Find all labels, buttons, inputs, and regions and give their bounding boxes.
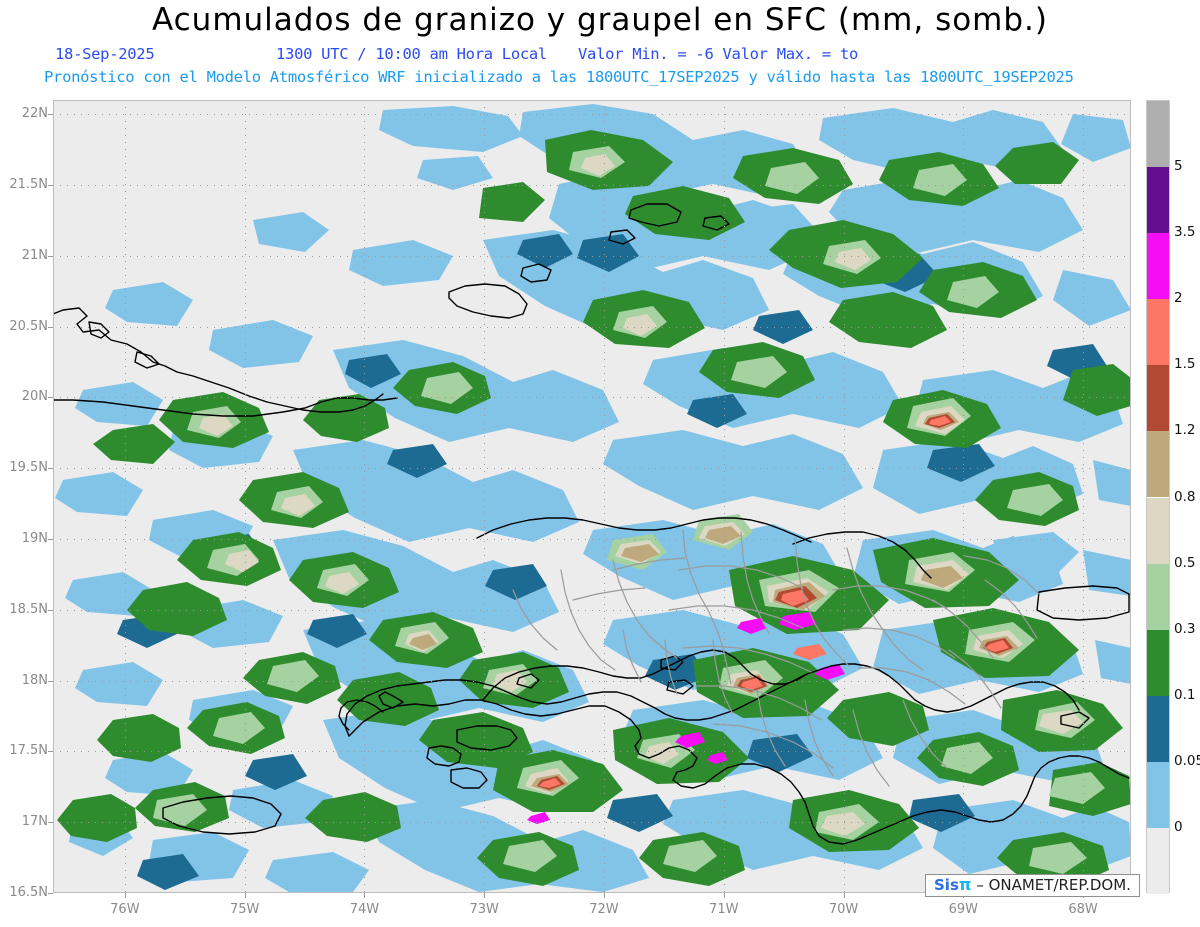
x-axis-tick-label: 76W xyxy=(110,902,140,917)
colorbar-band[interactable] xyxy=(1147,695,1169,762)
gridline-vertical xyxy=(244,100,246,893)
y-axis-tick-mark xyxy=(48,538,53,540)
colorbar-tick-label: 1.2 xyxy=(1174,422,1196,439)
province-boundary-layer xyxy=(512,529,1040,787)
colorbar-band[interactable] xyxy=(1147,299,1169,366)
colorbar-tick-label: 2 xyxy=(1174,290,1183,307)
shade-band-2-35 xyxy=(527,612,845,824)
colorbar[interactable] xyxy=(1146,100,1170,894)
y-axis-tick-label: 16.5N xyxy=(9,885,48,900)
map-plot-area xyxy=(53,100,1131,893)
y-axis-tick-label: 17.5N xyxy=(9,743,48,759)
gridline-vertical xyxy=(124,100,126,893)
x-axis-tick-mark xyxy=(603,893,605,898)
x-axis-tick-label: 74W xyxy=(349,902,380,917)
y-axis-tick-mark xyxy=(48,184,53,186)
x-axis-tick-label: 75W xyxy=(229,902,260,917)
subtitle-min-max: Valor Min. = -6 Valor Max. = to xyxy=(578,45,858,63)
gridline-horizontal xyxy=(53,822,1131,824)
gridline-horizontal xyxy=(53,680,1131,682)
colorbar-band[interactable] xyxy=(1147,827,1169,894)
y-axis-tick-label: 20.5N xyxy=(9,318,48,334)
attribution-agency: – ONAMET/REP.DOM. xyxy=(976,876,1131,894)
colorbar-tick-label: 0.5 xyxy=(1174,554,1196,571)
colorbar-band[interactable] xyxy=(1147,431,1169,498)
gridline-vertical xyxy=(364,100,366,893)
y-axis-tick-label: 17N xyxy=(21,814,48,830)
page-title: Acumulados de granizo y graupel en SFC (… xyxy=(151,2,1049,38)
y-axis-tick-label: 18N xyxy=(21,672,48,688)
x-axis-tick-mark xyxy=(843,893,845,898)
y-axis-tick-mark xyxy=(48,468,53,470)
gridline-horizontal xyxy=(53,609,1131,611)
colorbar-band[interactable] xyxy=(1147,233,1169,300)
gridline-vertical xyxy=(1083,100,1085,893)
colorbar-band[interactable] xyxy=(1147,101,1169,168)
x-axis-tick-mark xyxy=(124,893,126,898)
y-axis-tick-mark xyxy=(48,680,53,682)
colorbar-band[interactable] xyxy=(1147,563,1169,630)
colorbar-tick-label: 0.05 xyxy=(1174,752,1200,769)
y-axis-tick-mark xyxy=(48,609,53,611)
colorbar-band[interactable] xyxy=(1147,629,1169,696)
gridline-horizontal xyxy=(53,184,1131,186)
x-axis-tick-label: 71W xyxy=(709,902,739,917)
gridline-vertical xyxy=(484,100,486,893)
y-axis-tick-label: 20N xyxy=(21,389,48,405)
colorbar-tick-label: 0.1 xyxy=(1174,686,1196,703)
subtitle-date: 18-Sep-2025 xyxy=(55,45,155,63)
gridline-vertical xyxy=(603,100,605,893)
y-axis-tick-mark xyxy=(48,893,53,894)
x-axis-tick-mark xyxy=(723,893,725,898)
y-axis-tick-label: 21N xyxy=(21,247,48,263)
colorbar-tick-label: 0.3 xyxy=(1174,620,1196,637)
gridline-vertical xyxy=(723,100,725,893)
precipitation-map xyxy=(53,100,1131,893)
y-axis-tick-mark xyxy=(48,326,53,328)
y-axis-tick-label: 18.5N xyxy=(9,601,48,617)
x-axis-tick-label: 73W xyxy=(469,902,499,917)
colorbar-band[interactable] xyxy=(1147,497,1169,564)
colorbar-tick-label: 0 xyxy=(1174,818,1183,835)
colorbar-tick-label: 1.5 xyxy=(1174,356,1196,373)
x-axis-tick-label: 72W xyxy=(589,902,619,917)
colorbar-tick-label: 5 xyxy=(1174,158,1183,175)
y-axis-tick-mark xyxy=(48,822,53,824)
colorbar-tick-label: 3.5 xyxy=(1174,224,1196,241)
gridline-vertical xyxy=(963,100,965,893)
subtitle-model-info: Pronóstico con el Modelo Atmosférico WRF… xyxy=(44,68,1074,86)
gridline-horizontal xyxy=(53,538,1131,540)
y-axis-tick-mark xyxy=(48,397,53,399)
y-axis-tick-label: 21.5N xyxy=(9,176,48,192)
x-axis-tick-mark xyxy=(244,893,246,898)
x-axis-tick-mark xyxy=(484,893,486,898)
y-axis-tick-label: 19.5N xyxy=(9,460,48,476)
colorbar-band[interactable] xyxy=(1147,761,1169,828)
gridline-horizontal xyxy=(53,326,1131,328)
colorbar-tick-label: 0.8 xyxy=(1174,488,1196,505)
y-axis-tick-mark xyxy=(48,255,53,257)
chart-header: Acumulados de granizo y graupel en SFC (… xyxy=(0,0,1200,92)
x-axis-tick-mark xyxy=(364,893,366,898)
gridline-horizontal xyxy=(53,114,1131,116)
x-axis-tick-label: 68W xyxy=(1068,902,1098,917)
attribution-brand: Sis xyxy=(934,876,959,894)
y-axis-tick-label: 22N xyxy=(21,106,48,122)
colorbar-band[interactable] xyxy=(1147,167,1169,234)
attribution-pi-symbol: π xyxy=(958,875,972,894)
y-axis-tick-mark xyxy=(48,751,53,753)
gridline-vertical xyxy=(843,100,845,893)
gridline-horizontal xyxy=(53,468,1131,470)
x-axis-tick-label: 69W xyxy=(948,902,978,917)
y-axis-tick-label: 19N xyxy=(21,530,48,546)
x-axis-tick-label: 70W xyxy=(828,902,859,917)
subtitle-time: 1300 UTC / 10:00 am Hora Local xyxy=(276,45,547,63)
y-axis-tick-mark xyxy=(48,114,53,116)
shade-band-15-2 xyxy=(539,416,1009,788)
gridline-horizontal xyxy=(53,255,1131,257)
colorbar-band[interactable] xyxy=(1147,365,1169,432)
gridline-horizontal xyxy=(53,751,1131,753)
gridline-horizontal xyxy=(53,397,1131,399)
attribution-badge: Sisπ – ONAMET/REP.DOM. xyxy=(925,874,1140,897)
